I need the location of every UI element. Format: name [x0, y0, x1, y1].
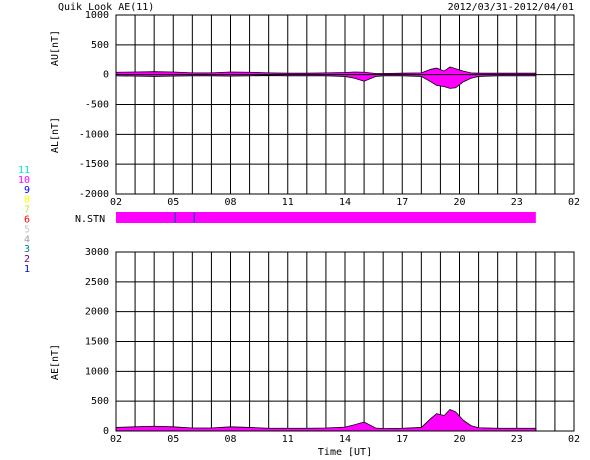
- station-label: 10: [18, 175, 30, 186]
- station-label: 9: [24, 185, 30, 196]
- y-tick-label: 1000: [85, 366, 109, 377]
- x-tick-label: 17: [396, 434, 408, 445]
- x-tick-label: 02: [568, 197, 580, 208]
- y-axis-label: AU[nT]: [50, 30, 61, 66]
- station-label: 2: [24, 254, 30, 265]
- x-tick-label: 08: [224, 434, 236, 445]
- x-tick-label: 05: [167, 434, 179, 445]
- station-label: 1: [24, 264, 30, 275]
- plot-frame: [115, 14, 575, 195]
- y-tick-label: 500: [91, 40, 109, 51]
- y-tick-label: 2500: [85, 277, 109, 288]
- x-tick-label: 11: [282, 197, 294, 208]
- x-tick-label: 14: [339, 197, 351, 208]
- x-tick-label: 20: [453, 197, 465, 208]
- y-axis-label: AL[nT]: [50, 117, 61, 153]
- y-tick-label: -1500: [79, 159, 109, 170]
- station-label: 6: [24, 215, 30, 226]
- nstn-label: N.STN: [75, 214, 105, 225]
- x-tick-label: 02: [110, 434, 122, 445]
- x-tick-label: 08: [224, 197, 236, 208]
- y-tick-label: -1000: [79, 129, 109, 140]
- y-tick-label: 500: [91, 396, 109, 407]
- date-range: 2012/03/31-2012/04/01: [448, 2, 574, 13]
- title: Quik Look AE(11): [58, 2, 154, 13]
- station-label: 11: [18, 165, 30, 176]
- area-ae: [115, 409, 537, 432]
- x-tick-label: 02: [568, 434, 580, 445]
- station-label: 4: [24, 234, 30, 245]
- x-tick-label: 05: [167, 197, 179, 208]
- area-au: [115, 66, 537, 76]
- x-tick-label: 02: [110, 197, 122, 208]
- y-tick-label: 1500: [85, 337, 109, 348]
- y-tick-label: 0: [103, 70, 109, 81]
- y-tick-label: 3000: [85, 247, 109, 258]
- x-tick-label: 14: [339, 434, 351, 445]
- x-tick-label: 11: [282, 434, 294, 445]
- x-tick-label: 23: [511, 434, 523, 445]
- y-tick-label: 2000: [85, 307, 109, 318]
- station-label: 3: [24, 244, 30, 255]
- x-tick-label: 17: [396, 197, 408, 208]
- y-tick-label: -500: [85, 100, 109, 111]
- y-axis-label: AE[nT]: [50, 344, 61, 380]
- station-label: 7: [24, 205, 30, 216]
- y-tick-label: 0: [103, 426, 109, 437]
- x-tick-label: 23: [511, 197, 523, 208]
- x-tick-label: 20: [453, 434, 465, 445]
- station-label: 8: [24, 195, 30, 206]
- x-axis-label: Time [UT]: [318, 447, 372, 458]
- station-label: 5: [24, 224, 30, 235]
- area-al: [115, 74, 537, 89]
- plot-frame: [115, 251, 575, 432]
- y-tick-label: -2000: [79, 189, 109, 200]
- nstn-bar: [116, 212, 536, 223]
- y-tick-label: 1000: [85, 10, 109, 21]
